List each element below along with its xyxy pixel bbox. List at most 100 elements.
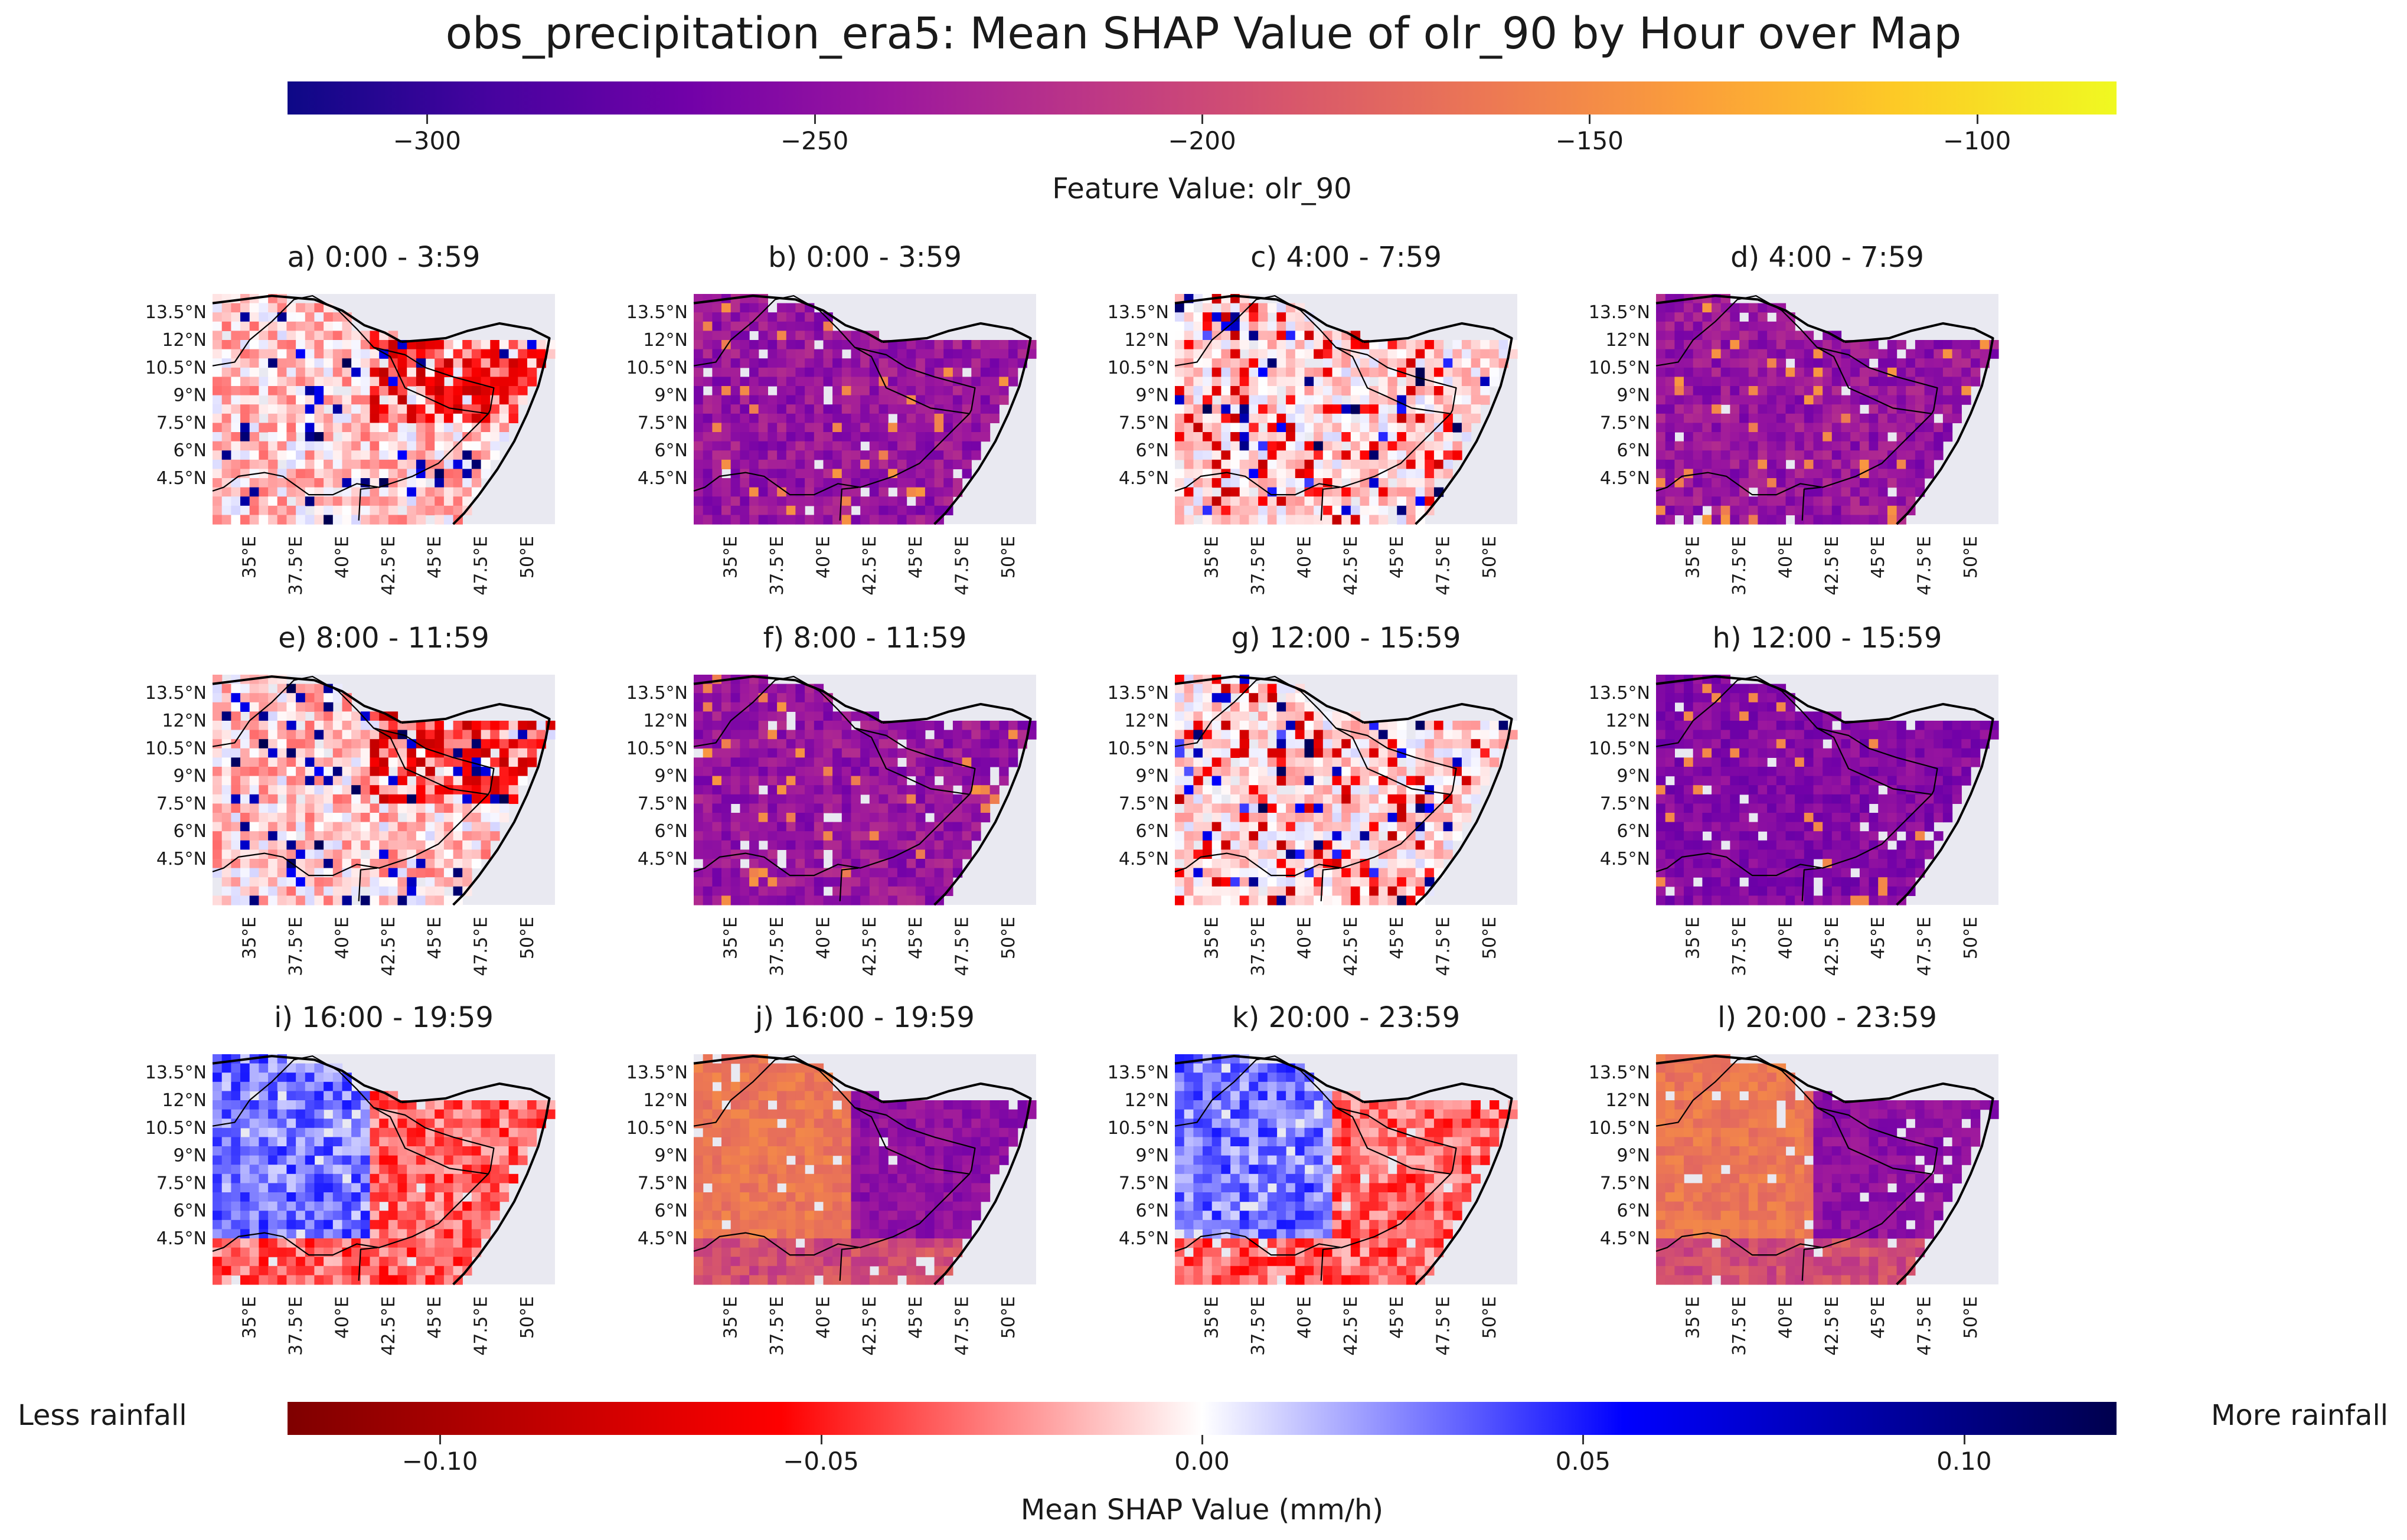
heatmap-cell xyxy=(1184,450,1194,460)
heatmap-cell xyxy=(1739,413,1749,423)
heatmap-cell xyxy=(1767,487,1777,497)
heatmap-cell xyxy=(1656,377,1666,387)
heatmap-cell xyxy=(388,895,399,905)
heatmap-cell xyxy=(1425,739,1435,749)
heatmap-cell xyxy=(435,877,445,887)
heatmap-cell xyxy=(286,377,296,387)
heatmap-cell xyxy=(758,413,768,423)
heatmap-cell xyxy=(1850,459,1860,469)
heatmap-cell xyxy=(703,487,713,497)
heatmap-cell xyxy=(1360,404,1370,414)
heatmap-cell xyxy=(740,757,750,767)
heatmap-cell xyxy=(1332,739,1342,749)
heatmap-cell xyxy=(768,395,778,405)
heatmap-cell xyxy=(240,877,250,887)
heatmap-cell xyxy=(213,340,223,350)
heatmap-cell xyxy=(1758,459,1768,469)
heatmap-cell xyxy=(1674,331,1684,341)
heatmap-cell xyxy=(1656,312,1666,322)
heatmap-cell xyxy=(1831,487,1842,497)
heatmap-cell xyxy=(1720,459,1730,469)
heatmap-cell xyxy=(1369,459,1379,469)
heatmap-cell xyxy=(878,496,889,506)
heatmap-cell xyxy=(1415,358,1425,368)
heatmap-cell xyxy=(1341,868,1351,878)
heatmap-cell xyxy=(934,423,944,433)
heatmap-cell xyxy=(832,840,842,850)
heatmap-cell xyxy=(1295,358,1305,368)
heatmap-cell xyxy=(1322,757,1333,767)
heatmap-cell xyxy=(277,478,287,488)
heatmap-cell xyxy=(1720,340,1730,350)
heatmap-cell xyxy=(823,757,833,767)
heatmap-cell xyxy=(805,358,815,368)
heatmap-cell xyxy=(1471,340,1481,350)
heatmap-cell xyxy=(305,785,315,795)
heatmap-cell xyxy=(980,377,991,387)
heatmap-cell xyxy=(1249,803,1259,813)
heatmap-cell xyxy=(1203,367,1213,377)
heatmap-cell xyxy=(703,748,713,758)
heatmap-cell xyxy=(730,748,740,758)
heatmap-cell xyxy=(1433,822,1444,832)
heatmap-cell xyxy=(1739,303,1749,313)
heatmap-cell xyxy=(1748,386,1759,396)
heatmap-cell xyxy=(1767,367,1777,377)
heatmap-cell xyxy=(231,739,241,749)
heatmap-cell xyxy=(1850,432,1860,442)
heatmap-cell xyxy=(1767,432,1777,442)
heatmap-cell xyxy=(805,730,815,740)
heatmap-cell xyxy=(1443,776,1453,786)
heatmap-cell xyxy=(795,487,805,497)
heatmap-cell xyxy=(305,496,315,506)
heatmap-cell xyxy=(712,404,722,414)
heatmap-cell xyxy=(499,748,510,758)
heatmap-cell xyxy=(1360,367,1370,377)
heatmap-cell xyxy=(342,395,352,405)
heatmap-cell xyxy=(1720,413,1730,423)
heatmap-cell xyxy=(490,404,500,414)
heatmap-cell xyxy=(1267,303,1278,313)
heatmap-cell xyxy=(721,386,731,396)
heatmap-cell xyxy=(952,776,963,786)
country-border xyxy=(212,676,489,877)
heatmap-cell xyxy=(1286,831,1296,841)
heatmap-cell xyxy=(277,702,287,712)
heatmap-cell xyxy=(1869,340,1879,350)
country-border xyxy=(1817,346,1938,414)
heatmap-cell xyxy=(712,886,722,896)
heatmap-cell xyxy=(1693,395,1703,405)
heatmap-cell xyxy=(740,849,750,859)
heatmap-cell xyxy=(1239,377,1249,387)
heatmap-cell xyxy=(1378,813,1389,823)
heatmap-cell xyxy=(1850,367,1860,377)
heatmap-cell xyxy=(471,739,482,749)
latitude-tick-label: 9°N xyxy=(173,766,207,787)
heatmap-cell xyxy=(1859,432,1870,442)
heatmap-cell xyxy=(906,868,916,878)
heatmap-cell xyxy=(471,386,482,396)
heatmap-cell xyxy=(305,721,315,731)
heatmap-cell xyxy=(1387,349,1397,359)
heatmap-cell xyxy=(342,794,352,804)
heatmap-cell xyxy=(1656,441,1666,451)
heatmap-cell xyxy=(1211,767,1222,777)
heatmap-cell xyxy=(1397,358,1407,368)
heatmap-cell xyxy=(1712,413,1722,423)
heatmap-cell xyxy=(694,693,704,703)
heatmap-cell xyxy=(1267,721,1278,731)
heatmap-cell xyxy=(1175,702,1185,712)
heatmap-cell xyxy=(934,505,944,515)
heatmap-cell xyxy=(1230,413,1240,423)
heatmap-cell xyxy=(397,459,407,469)
heatmap-cell xyxy=(1684,321,1694,331)
latitude-tick-label: 6°N xyxy=(1616,440,1650,461)
heatmap-cell xyxy=(397,849,407,859)
heatmap-cell xyxy=(832,767,842,777)
heatmap-cell xyxy=(805,767,815,777)
heatmap-cell xyxy=(851,757,861,767)
heatmap-cell xyxy=(471,450,482,460)
heatmap-cell xyxy=(897,776,907,786)
heatmap-cell xyxy=(952,813,963,823)
heatmap-cell xyxy=(925,886,935,896)
